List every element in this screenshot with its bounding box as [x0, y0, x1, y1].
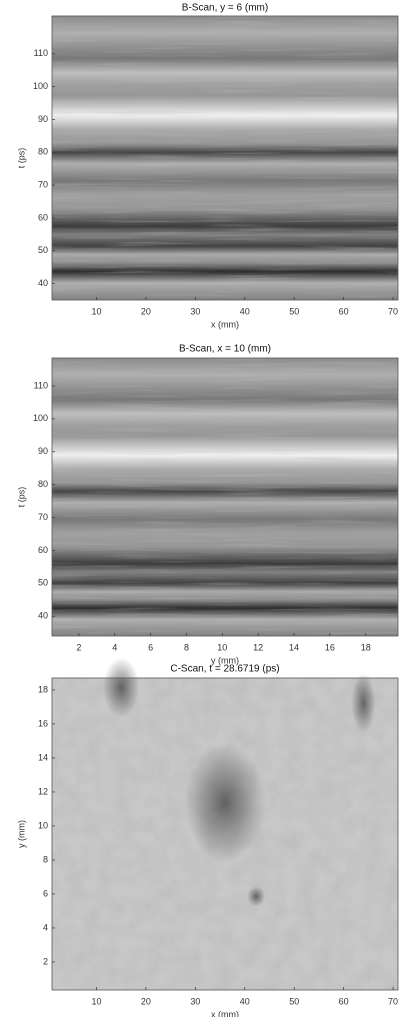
y-axis-label: y (mm) [16, 820, 26, 848]
y-tick-label: 70 [38, 179, 48, 189]
image-spot [351, 672, 376, 733]
chart-title: C-Scan, t = 28.6719 (ps) [170, 664, 279, 675]
y-tick-label: 60 [38, 212, 48, 222]
x-tick-label: 16 [325, 642, 335, 652]
y-tick-label: 50 [38, 578, 48, 588]
chart-title: B-Scan, x = 10 (mm) [179, 344, 271, 355]
x-tick-label: 60 [339, 996, 349, 1006]
y-tick-label: 80 [38, 147, 48, 157]
y-axis-label: t (ps) [16, 148, 26, 169]
x-tick-label: 20 [141, 996, 151, 1006]
y-tick-label: 8 [43, 854, 48, 864]
y-tick-label: 40 [38, 611, 48, 621]
chart-title: B-Scan, y = 6 (mm) [182, 3, 268, 14]
y-tick-label: 2 [43, 956, 48, 966]
y-tick-label: 4 [43, 922, 48, 932]
y-tick-label: 50 [38, 245, 48, 255]
x-tick-label: 14 [289, 642, 299, 652]
y-tick-label: 110 [34, 48, 48, 58]
y-tick-label: 60 [38, 545, 48, 555]
x-tick-label: 40 [240, 996, 250, 1006]
x-tick-label: 10 [217, 642, 227, 652]
axes-frame [51, 677, 399, 991]
x-axis-label: y (mm) [211, 655, 239, 665]
panel: B-Scan, x = 10 (mm) 2 4 6 8 10 12 14 16 18 40 50 60 7… [16, 344, 399, 665]
x-tick-label: 50 [289, 306, 299, 316]
x-tick-label: 8 [184, 642, 189, 652]
y-tick-label: 18 [38, 684, 48, 694]
x-tick-label: 60 [339, 306, 349, 316]
y-tick-label: 100 [33, 81, 48, 91]
y-tick-label: 110 [34, 380, 48, 390]
y-tick-label: 80 [38, 479, 48, 489]
image-spot [185, 742, 265, 863]
axes-frame [51, 15, 399, 301]
y-tick-label: 40 [38, 278, 48, 288]
x-tick-label: 6 [148, 642, 153, 652]
x-axis-label: x (mm) [211, 319, 239, 329]
image-spot [247, 886, 266, 907]
y-tick-label: 16 [38, 718, 48, 728]
x-tick-label: 10 [91, 996, 101, 1006]
y-axis-label: t (ps) [16, 487, 26, 508]
y-tick-label: 90 [38, 446, 48, 456]
y-tick-label: 12 [38, 786, 48, 796]
x-tick-label: 70 [388, 306, 398, 316]
x-tick-label: 40 [240, 306, 250, 316]
x-tick-label: 30 [190, 996, 200, 1006]
panel: C-Scan, t = 28.6719 (ps) 10 20 30 40 50 60 70 2 4… [16, 657, 399, 1017]
y-tick-label: 14 [38, 752, 48, 762]
x-tick-label: 20 [141, 306, 151, 316]
axes-frame [51, 357, 399, 637]
image-texture [52, 16, 398, 300]
x-tick-label: 2 [76, 642, 81, 652]
image-texture [52, 358, 398, 636]
x-tick-label: 18 [361, 642, 371, 652]
y-tick-label: 70 [38, 512, 48, 522]
y-tick-label: 100 [33, 413, 48, 423]
y-tick-label: 10 [38, 820, 48, 830]
x-tick-label: 10 [91, 306, 101, 316]
x-tick-label: 50 [289, 996, 299, 1006]
x-tick-label: 12 [253, 642, 263, 652]
x-tick-label: 30 [190, 306, 200, 316]
x-tick-label: 4 [112, 642, 117, 652]
x-axis-label: x (mm) [211, 1009, 239, 1017]
y-tick-label: 6 [43, 888, 48, 898]
x-tick-label: 70 [388, 996, 398, 1006]
image-spot [103, 657, 140, 718]
panel: B-Scan, y = 6 (mm) 10 20 30 40 50 60 70 40 50 60 70… [16, 3, 399, 329]
y-tick-label: 90 [38, 114, 48, 124]
